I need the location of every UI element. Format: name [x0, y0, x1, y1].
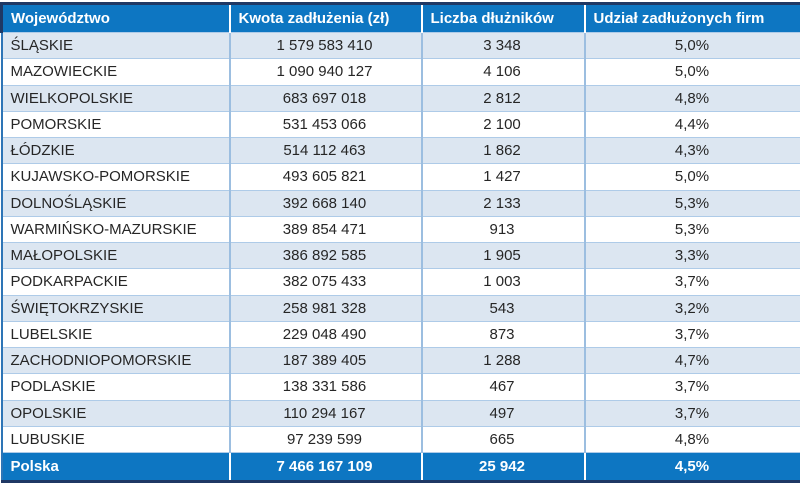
col-header-liczba-dluznikow: Liczba dłużników [420, 3, 585, 33]
cell-udzial-firm: 5,0% [583, 163, 800, 190]
cell-liczba-dluznikow: 1 288 [420, 346, 585, 374]
cell-liczba-dluznikow: 1 862 [420, 136, 585, 164]
cell-wojewodztwo: LUBUSKIE [1, 425, 230, 453]
cell-udzial-firm: 3,7% [583, 373, 800, 400]
table-row: ŚLĄSKIE 1 579 583 410 3 348 5,0% [1, 31, 800, 59]
header-row: Województwo Kwota zadłużenia (zł) Liczba… [1, 3, 800, 33]
total-udzial: 4,5% [583, 452, 800, 482]
cell-kwota-zadluzenia: 229 048 490 [228, 320, 422, 348]
total-liczba: 25 942 [420, 452, 585, 482]
cell-kwota-zadluzenia: 382 075 433 [228, 268, 422, 295]
cell-liczba-dluznikow: 3 348 [420, 31, 585, 59]
cell-wojewodztwo: ZACHODNIOPOMORSKIE [1, 346, 230, 374]
cell-udzial-firm: 5,0% [583, 31, 800, 59]
cell-udzial-firm: 4,4% [583, 110, 800, 138]
table-row: ZACHODNIOPOMORSKIE 187 389 405 1 288 4,7% [1, 346, 800, 374]
cell-wojewodztwo: KUJAWSKO-POMORSKIE [1, 163, 230, 190]
table-row: PODLASKIE 138 331 586 467 3,7% [1, 373, 800, 400]
table-row: PODKARPACKIE 382 075 433 1 003 3,7% [1, 268, 800, 295]
cell-kwota-zadluzenia: 187 389 405 [228, 346, 422, 374]
cell-wojewodztwo: MAZOWIECKIE [1, 58, 230, 85]
cell-wojewodztwo: ŚLĄSKIE [1, 31, 230, 59]
table-row: WARMIŃSKO-MAZURSKIE 389 854 471 913 5,3% [1, 215, 800, 243]
cell-kwota-zadluzenia: 683 697 018 [228, 84, 422, 112]
table-row: ŁÓDZKIE 514 112 463 1 862 4,3% [1, 136, 800, 164]
table-row: LUBUSKIE 97 239 599 665 4,8% [1, 425, 800, 453]
cell-liczba-dluznikow: 2 100 [420, 110, 585, 138]
cell-liczba-dluznikow: 665 [420, 425, 585, 453]
cell-liczba-dluznikow: 873 [420, 320, 585, 348]
cell-kwota-zadluzenia: 531 453 066 [228, 110, 422, 138]
table-row: DOLNOŚLĄSKIE 392 668 140 2 133 5,3% [1, 189, 800, 217]
cell-udzial-firm: 3,7% [583, 320, 800, 348]
col-header-wojewodztwo: Województwo [1, 3, 230, 33]
cell-wojewodztwo: ŚWIĘTOKRZYSKIE [1, 294, 230, 322]
total-label: Polska [1, 452, 230, 482]
cell-liczba-dluznikow: 913 [420, 215, 585, 243]
cell-udzial-firm: 5,0% [583, 58, 800, 85]
cell-wojewodztwo: WIELKOPOLSKIE [1, 84, 230, 112]
table-row: KUJAWSKO-POMORSKIE 493 605 821 1 427 5,0% [1, 163, 800, 190]
cell-kwota-zadluzenia: 110 294 167 [228, 399, 422, 427]
cell-kwota-zadluzenia: 389 854 471 [228, 215, 422, 243]
total-row: Polska 7 466 167 109 25 942 4,5% [1, 452, 800, 482]
cell-udzial-firm: 5,3% [583, 189, 800, 217]
cell-wojewodztwo: POMORSKIE [1, 110, 230, 138]
cell-liczba-dluznikow: 1 427 [420, 163, 585, 190]
cell-udzial-firm: 3,2% [583, 294, 800, 322]
cell-liczba-dluznikow: 1 003 [420, 268, 585, 295]
cell-liczba-dluznikow: 497 [420, 399, 585, 427]
table-row: POMORSKIE 531 453 066 2 100 4,4% [1, 110, 800, 138]
cell-udzial-firm: 5,3% [583, 215, 800, 243]
cell-wojewodztwo: MAŁOPOLSKIE [1, 241, 230, 269]
cell-liczba-dluznikow: 543 [420, 294, 585, 322]
cell-wojewodztwo: PODLASKIE [1, 373, 230, 400]
table-row: MAŁOPOLSKIE 386 892 585 1 905 3,3% [1, 241, 800, 269]
col-header-kwota-zadluzenia: Kwota zadłużenia (zł) [228, 3, 422, 33]
table-header: Województwo Kwota zadłużenia (zł) Liczba… [1, 3, 800, 33]
cell-liczba-dluznikow: 1 905 [420, 241, 585, 269]
cell-kwota-zadluzenia: 493 605 821 [228, 163, 422, 190]
col-header-udzial-firm: Udział zadłużonych firm [583, 3, 800, 33]
total-kwota: 7 466 167 109 [228, 452, 422, 482]
table-row: ŚWIĘTOKRZYSKIE 258 981 328 543 3,2% [1, 294, 800, 322]
cell-liczba-dluznikow: 2 133 [420, 189, 585, 217]
table-row: OPOLSKIE 110 294 167 497 3,7% [1, 399, 800, 427]
cell-liczba-dluznikow: 2 812 [420, 84, 585, 112]
cell-kwota-zadluzenia: 392 668 140 [228, 189, 422, 217]
cell-udzial-firm: 4,8% [583, 84, 800, 112]
cell-liczba-dluznikow: 4 106 [420, 58, 585, 85]
cell-wojewodztwo: OPOLSKIE [1, 399, 230, 427]
cell-udzial-firm: 4,3% [583, 136, 800, 164]
table-footer: Polska 7 466 167 109 25 942 4,5% [1, 452, 800, 482]
cell-udzial-firm: 4,8% [583, 425, 800, 453]
cell-wojewodztwo: PODKARPACKIE [1, 268, 230, 295]
table-row: MAZOWIECKIE 1 090 940 127 4 106 5,0% [1, 58, 800, 85]
cell-kwota-zadluzenia: 258 981 328 [228, 294, 422, 322]
cell-kwota-zadluzenia: 1 579 583 410 [228, 31, 422, 59]
cell-wojewodztwo: WARMIŃSKO-MAZURSKIE [1, 215, 230, 243]
cell-kwota-zadluzenia: 138 331 586 [228, 373, 422, 400]
table-row: WIELKOPOLSKIE 683 697 018 2 812 4,8% [1, 84, 800, 112]
cell-liczba-dluznikow: 467 [420, 373, 585, 400]
cell-wojewodztwo: DOLNOŚLĄSKIE [1, 189, 230, 217]
cell-wojewodztwo: ŁÓDZKIE [1, 136, 230, 164]
cell-kwota-zadluzenia: 1 090 940 127 [228, 58, 422, 85]
cell-udzial-firm: 3,7% [583, 268, 800, 295]
cell-udzial-firm: 3,7% [583, 399, 800, 427]
cell-kwota-zadluzenia: 514 112 463 [228, 136, 422, 164]
cell-wojewodztwo: LUBELSKIE [1, 320, 230, 348]
cell-kwota-zadluzenia: 386 892 585 [228, 241, 422, 269]
table-row: LUBELSKIE 229 048 490 873 3,7% [1, 320, 800, 348]
cell-udzial-firm: 3,3% [583, 241, 800, 269]
cell-udzial-firm: 4,7% [583, 346, 800, 374]
cell-kwota-zadluzenia: 97 239 599 [228, 425, 422, 453]
table-body: ŚLĄSKIE 1 579 583 410 3 348 5,0% MAZOWIECKIE… [1, 31, 800, 453]
